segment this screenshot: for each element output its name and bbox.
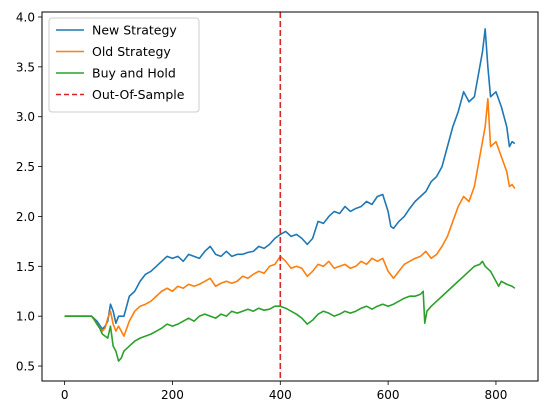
plot-frame [41, 11, 539, 382]
y-tick-label: 3.0 [16, 110, 35, 124]
x-tick-label: 200 [161, 388, 184, 402]
legend-label: Buy and Hold [92, 66, 176, 81]
x-tick-label: 600 [377, 388, 400, 402]
y-tick-label: 0.5 [16, 360, 35, 374]
x-tick-label: 400 [269, 388, 292, 402]
y-tick-label: 1.5 [16, 260, 35, 274]
series-layer [64, 28, 516, 362]
legend-box [48, 17, 200, 113]
y-tick-label: 2.5 [16, 160, 35, 174]
legend-label: Old Strategy [92, 44, 171, 59]
y-tick-label: 3.5 [16, 60, 35, 74]
y-tick-label: 1.0 [16, 310, 35, 324]
x-tick-label: 0 [61, 388, 69, 402]
legend: New Strategy Old Strategy Buy and Hold Out-… [48, 17, 200, 113]
series-line-new-strategy [64, 28, 516, 330]
x-axis: 0 200 400 600 800 [61, 381, 507, 402]
legend-label: New Strategy [92, 23, 177, 38]
series-line-old-strategy [64, 97, 516, 337]
y-axis: 0.5 1.0 1.5 2.0 2.5 3.0 3.5 4.0 [16, 10, 42, 374]
y-tick-label: 4.0 [16, 10, 35, 24]
x-tick-label: 800 [484, 388, 507, 402]
y-tick-label: 2.0 [16, 210, 35, 224]
series-line-buy-and-hold [64, 260, 516, 362]
legend-label: Out-Of-Sample [92, 87, 185, 102]
